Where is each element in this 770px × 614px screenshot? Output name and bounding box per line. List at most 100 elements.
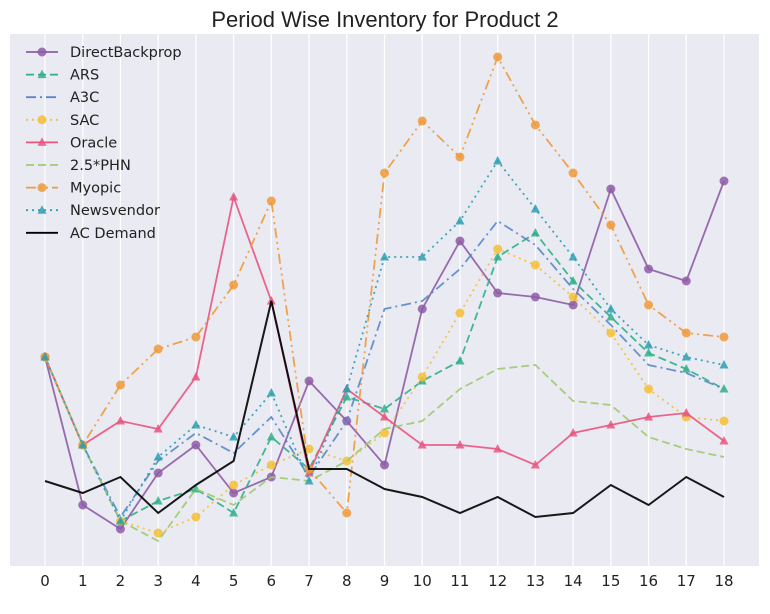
x-tick-label: 13 [526, 572, 545, 590]
x-tick-label: 17 [677, 572, 696, 590]
newsvendor-point [493, 156, 503, 165]
newsvendor-point [568, 252, 578, 261]
newsvendor-point [417, 252, 427, 261]
myopic-point [568, 168, 578, 178]
x-tick-label: 12 [488, 572, 507, 590]
newsvendor-point [304, 476, 314, 485]
directbackprop-point [644, 264, 654, 274]
x-tick-label: 0 [40, 572, 50, 590]
myopic-point [153, 344, 163, 354]
sac-point [644, 384, 654, 394]
myopic-point [342, 508, 352, 518]
x-tick-label: 11 [450, 572, 469, 590]
newsvendor-point [115, 516, 125, 525]
directbackprop-point [380, 460, 389, 470]
directbackprop-point [229, 488, 239, 498]
legend-item-oracle: Oracle [26, 135, 117, 151]
sac-point [719, 416, 729, 426]
ars-point [530, 228, 540, 237]
newsvendor-point [153, 452, 163, 461]
x-tick-label: 14 [564, 572, 583, 590]
oracle-point [229, 192, 239, 201]
legend-label: DirectBackprop [70, 45, 182, 61]
ars-point [229, 508, 239, 517]
x-tick-label: 18 [714, 572, 733, 590]
directbackprop-point [493, 288, 503, 298]
directbackprop-point [719, 176, 729, 186]
ars-point [153, 496, 163, 505]
sac-point [266, 460, 276, 470]
legend-item-ars: ARS [26, 68, 99, 84]
oracle-point [266, 296, 276, 305]
newsvendor-point [644, 340, 654, 349]
legend-item-2-5-phn: 2.5*PHN [26, 158, 131, 174]
myopic-point [493, 52, 503, 62]
oracle-point [380, 412, 389, 421]
x-tick-label: 5 [229, 572, 239, 590]
x-tick-label: 10 [413, 572, 432, 590]
oracle-point [493, 444, 503, 453]
directbackprop-point [191, 440, 201, 450]
series-myopic [40, 52, 729, 518]
myopic-point [606, 220, 616, 230]
myopic-point [229, 280, 239, 290]
ars-point [606, 312, 616, 321]
oracle-point [644, 412, 654, 421]
directbackprop-point [115, 524, 125, 534]
sac-point [568, 292, 578, 302]
directbackprop-point [304, 376, 314, 386]
legend-point [37, 115, 47, 125]
x-tick-label: 8 [342, 572, 352, 590]
oracle-point [681, 408, 691, 417]
sac-point [304, 444, 314, 454]
myopic-point [719, 332, 729, 342]
newsvendor-point [455, 216, 465, 225]
legend-label: Myopic [70, 181, 121, 197]
sac-point [606, 328, 616, 338]
a3c-line [44, 219, 725, 519]
legend-item-directbackprop: DirectBackprop [26, 45, 182, 61]
oracle-point [606, 420, 616, 429]
directbackprop-point [78, 500, 88, 510]
series-newsvendor [40, 156, 729, 525]
newsvendor-point [40, 352, 50, 361]
sac-point [455, 308, 465, 318]
ars-point [681, 364, 691, 373]
x-tick-label: 15 [601, 572, 620, 590]
newsvendor-point [266, 388, 276, 397]
sac-point [417, 372, 427, 382]
directbackprop-point [530, 292, 540, 302]
ars-point [644, 348, 654, 357]
newsvendor-point [78, 440, 88, 449]
legend-item-sac: SAC [26, 113, 99, 129]
legend-label: Newsvendor [70, 203, 160, 219]
legend-point [37, 47, 47, 57]
ars-point [455, 356, 465, 365]
series-2-5-phn [44, 356, 725, 543]
oracle-point [417, 440, 427, 449]
ac-demand-line [44, 300, 725, 519]
series-ac-demand [44, 300, 725, 519]
x-tick-label: 9 [380, 572, 390, 590]
myopic-point [455, 152, 465, 162]
newsvendor-point [719, 360, 729, 369]
legend-item-ac-demand: AC Demand [26, 226, 156, 242]
ars-point [568, 276, 578, 285]
sac-point [493, 244, 503, 254]
myopic-point [380, 168, 389, 178]
x-tick-label: 6 [267, 572, 277, 590]
newsvendor-point [191, 420, 201, 429]
newsvendor-point [681, 352, 691, 361]
legend-item-newsvendor: Newsvendor [26, 203, 160, 219]
legend-label: AC Demand [70, 226, 156, 242]
sac-point [153, 528, 163, 538]
x-tick-label: 3 [153, 572, 163, 590]
legend-item-a3c: A3C [26, 90, 99, 106]
myopic-point [681, 328, 691, 338]
directbackprop-point [153, 468, 163, 478]
oracle-point [719, 436, 729, 445]
newsvendor-point [380, 252, 389, 261]
myopic-point [417, 116, 427, 126]
directbackprop-point [568, 300, 578, 310]
legend-point [37, 69, 47, 79]
